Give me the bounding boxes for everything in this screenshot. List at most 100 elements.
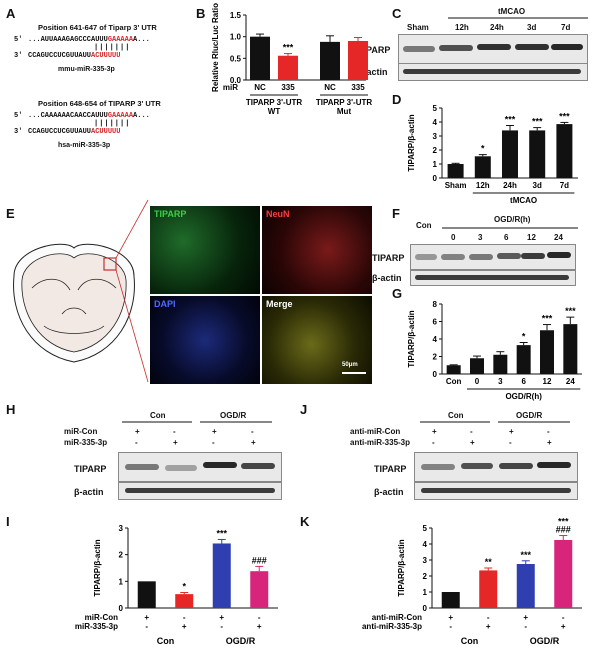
- chart-b-y-label: Relative Rluc/Luc Ratio: [211, 3, 220, 92]
- chart-i-condition-label: miR-Con: [85, 613, 118, 622]
- chart-k-condition-sign: -: [524, 622, 527, 631]
- chart-i-y-tick-label: 0: [119, 604, 124, 613]
- micrograph-dapi: DAPI: [150, 296, 260, 384]
- blot-h-cond-1-label: miR-Con: [64, 427, 98, 436]
- chart-i-condition-sign: -: [183, 613, 186, 622]
- chart-k-y-tick-label: 1: [423, 588, 428, 597]
- blot-c-row-tiparp: TIPARP: [358, 45, 391, 55]
- chart-k-condition-sign: +: [486, 622, 491, 631]
- chart-d-y-tick-label: 2: [433, 146, 438, 155]
- blot-f-tiparp-image: [410, 244, 576, 270]
- panel-label-i: I: [6, 514, 10, 529]
- blot-f-actin-image: [410, 270, 576, 286]
- mouse-mir-sequence: CCAGUCCUCGUUAUUACUUUUU: [28, 52, 121, 60]
- panel-label-b: B: [196, 6, 206, 21]
- blot-h-group-ogdr: OGD/R: [220, 411, 247, 420]
- chart-i-condition-sign: +: [144, 613, 149, 622]
- blot-h-row-tiparp: TIPARP: [74, 464, 107, 474]
- chart-k-group-label: Con: [461, 636, 479, 646]
- chart-g-bar: [446, 365, 461, 374]
- chart-g-significance: *: [522, 332, 526, 342]
- chart-d-y-label: TIPARP/β-actin: [407, 114, 416, 171]
- blot-c-lane-5: 7d: [561, 23, 571, 32]
- chart-g-y-tick-label: 0: [433, 370, 438, 379]
- chart-d-x-tick-label: 7d: [560, 181, 569, 190]
- panel-label-h: H: [6, 402, 16, 417]
- chart-d-significance: ***: [505, 115, 516, 125]
- chart-g-y-tick-label: 6: [433, 318, 438, 327]
- blot-f-lane-3: 3: [478, 233, 483, 242]
- chart-b-bar: [250, 36, 270, 80]
- chart-g-y-tick-label: 2: [433, 353, 438, 362]
- chart-g-y-tick-label: 4: [433, 335, 438, 344]
- chart-g-group-label: OGD/R(h): [505, 392, 542, 401]
- chart-b-y-tick-label: 1.5: [230, 11, 242, 20]
- chart-k-y-label: TIPARP/β-actin: [397, 539, 406, 596]
- chart-k-bar: [516, 564, 535, 608]
- chart-i-condition-sign: +: [257, 622, 262, 631]
- chart-g-x-tick-label: 3: [498, 377, 503, 386]
- micrograph-merge: Merge 50μm: [262, 296, 372, 384]
- blot-c-header-line: [448, 17, 588, 19]
- blot-j-cond-1-lane-1: +: [432, 427, 437, 436]
- chart-d-bar: [474, 156, 491, 178]
- chart-i-y-tick-label: 3: [119, 524, 124, 533]
- chart-k-condition-sign: +: [523, 613, 528, 622]
- blot-c-lane-1: Sham: [407, 23, 429, 32]
- human-pairing-lines: |||||||: [94, 120, 131, 128]
- chart-b-y-tick-label: 1.0: [230, 33, 242, 42]
- chart-d-bar: [529, 130, 546, 178]
- chart-i-y-label: TIPARP/β-actin: [93, 539, 102, 596]
- blot-j-cond-1-label: anti-miR-Con: [350, 427, 401, 436]
- chart-g-significance: ***: [565, 306, 576, 316]
- blot-h-group-con: Con: [150, 411, 166, 420]
- chart-k-significance: ###: [556, 525, 571, 535]
- chart-k-condition-sign: -: [562, 613, 565, 622]
- panel-label-d: D: [392, 92, 402, 107]
- mouse-pairing-lines: |||||||: [94, 44, 131, 52]
- chart-d-bar: [502, 130, 518, 178]
- blot-f-lane-2: 0: [451, 233, 456, 242]
- chart-k-significance: ***: [558, 517, 569, 527]
- micrograph-dapi-label: DAPI: [154, 299, 176, 309]
- chart-d-bar: [447, 164, 464, 178]
- chart-d-y-tick-label: 5: [433, 104, 438, 113]
- chart-k-significance: ***: [520, 550, 531, 560]
- blot-c-lane-4: 3d: [527, 23, 537, 32]
- blot-j-tiparp-image: [414, 452, 578, 482]
- panel-label-k: K: [300, 514, 310, 529]
- blot-f-header-line: [442, 227, 578, 229]
- blot-h-row-actin: β-actin: [74, 487, 104, 497]
- chart-i-significance: ###: [252, 555, 267, 565]
- blot-j-cond-2-lane-3: -: [509, 438, 512, 447]
- blot-h-cond-1-lane-4: -: [251, 427, 254, 436]
- chart-i-y-tick-label: 2: [119, 551, 124, 560]
- human-mir-3prime: 3': [14, 128, 23, 136]
- blot-j-actin-image: [414, 482, 578, 500]
- chart-b-group-label: Mut: [337, 107, 352, 116]
- chart-i-bar: [175, 594, 194, 608]
- blot-j-group-ogdr: OGD/R: [516, 411, 543, 420]
- blot-h-cond-2-label: miR-335-3p: [64, 438, 108, 447]
- mouse-mir-3prime: 3': [14, 52, 23, 60]
- chart-d-significance: ***: [559, 111, 570, 121]
- chart-b-group-label: TIPARP 3'-UTR: [316, 98, 373, 107]
- blot-h-cond-1-lane-3: +: [212, 427, 217, 436]
- blot-h-cond-2-lane-2: +: [173, 438, 178, 447]
- blot-h-actin-image: [118, 482, 282, 500]
- chart-i-group-label: Con: [157, 636, 175, 646]
- chart-b-group-label: TIPARP 3'-UTR: [246, 98, 303, 107]
- chart-b-y-tick-label: 0.5: [230, 54, 242, 63]
- chart-g-x-tick-label: 6: [521, 377, 526, 386]
- chart-i-condition-label: miR-335-3p: [75, 622, 118, 631]
- blot-h-cond-1-lane-1: +: [135, 427, 140, 436]
- mouse-utr-5prime: 5': [14, 36, 23, 44]
- blot-h-group-lines: [122, 421, 272, 423]
- chart-g-y-tick-label: 8: [433, 300, 438, 309]
- chart-k-significance: **: [485, 557, 493, 567]
- blot-h-cond-1-lane-2: -: [173, 427, 176, 436]
- blot-j-cond-2-label: anti-miR-335-3p: [350, 438, 411, 447]
- blot-f-lane-1: Con: [416, 221, 432, 230]
- chart-k-bar: [554, 540, 573, 608]
